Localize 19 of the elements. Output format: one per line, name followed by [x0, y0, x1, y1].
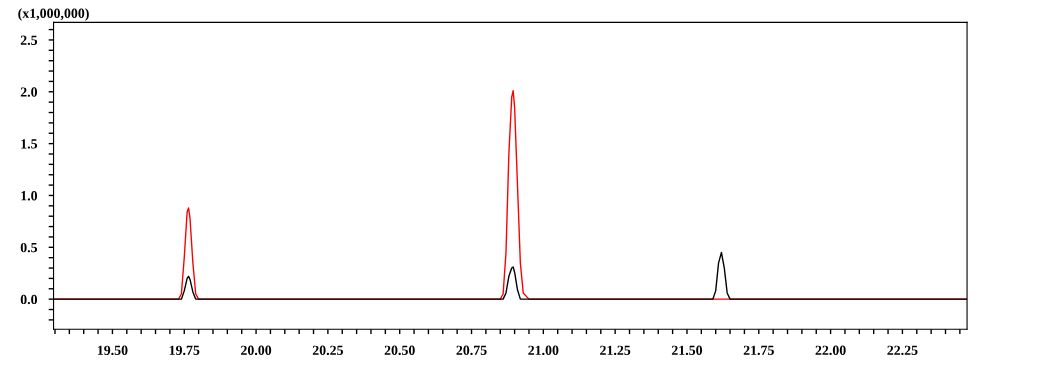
- x-tick-label: 20.50: [384, 345, 415, 356]
- y-tick-label: 2.5: [20, 35, 38, 45]
- x-tick-label: 19.75: [169, 345, 200, 356]
- y-tick-label: 1.5: [21, 139, 38, 149]
- x-tick-label: 22.25: [887, 345, 918, 356]
- x-tick-label: 20.75: [456, 345, 487, 356]
- x-tick-label: 19.50: [97, 345, 128, 356]
- x-tick-label: 22.00: [815, 345, 846, 356]
- y-axis-title: (x1,000,000): [18, 8, 89, 21]
- y-tick-label: 0.5: [20, 242, 38, 253]
- x-tick-label: 21.75: [743, 345, 774, 356]
- y-tick-label: 0.0: [20, 294, 38, 305]
- x-tick-label: 21.50: [671, 345, 703, 356]
- y-tick-label: 1.0: [21, 191, 38, 201]
- x-tick-label: 20.25: [312, 345, 343, 356]
- y-tick-label: 2.0: [20, 87, 38, 97]
- x-tick-label: 21.25: [600, 345, 631, 356]
- x-tick-label: 20.00: [241, 345, 272, 356]
- x-tick-label: 21.00: [528, 345, 559, 356]
